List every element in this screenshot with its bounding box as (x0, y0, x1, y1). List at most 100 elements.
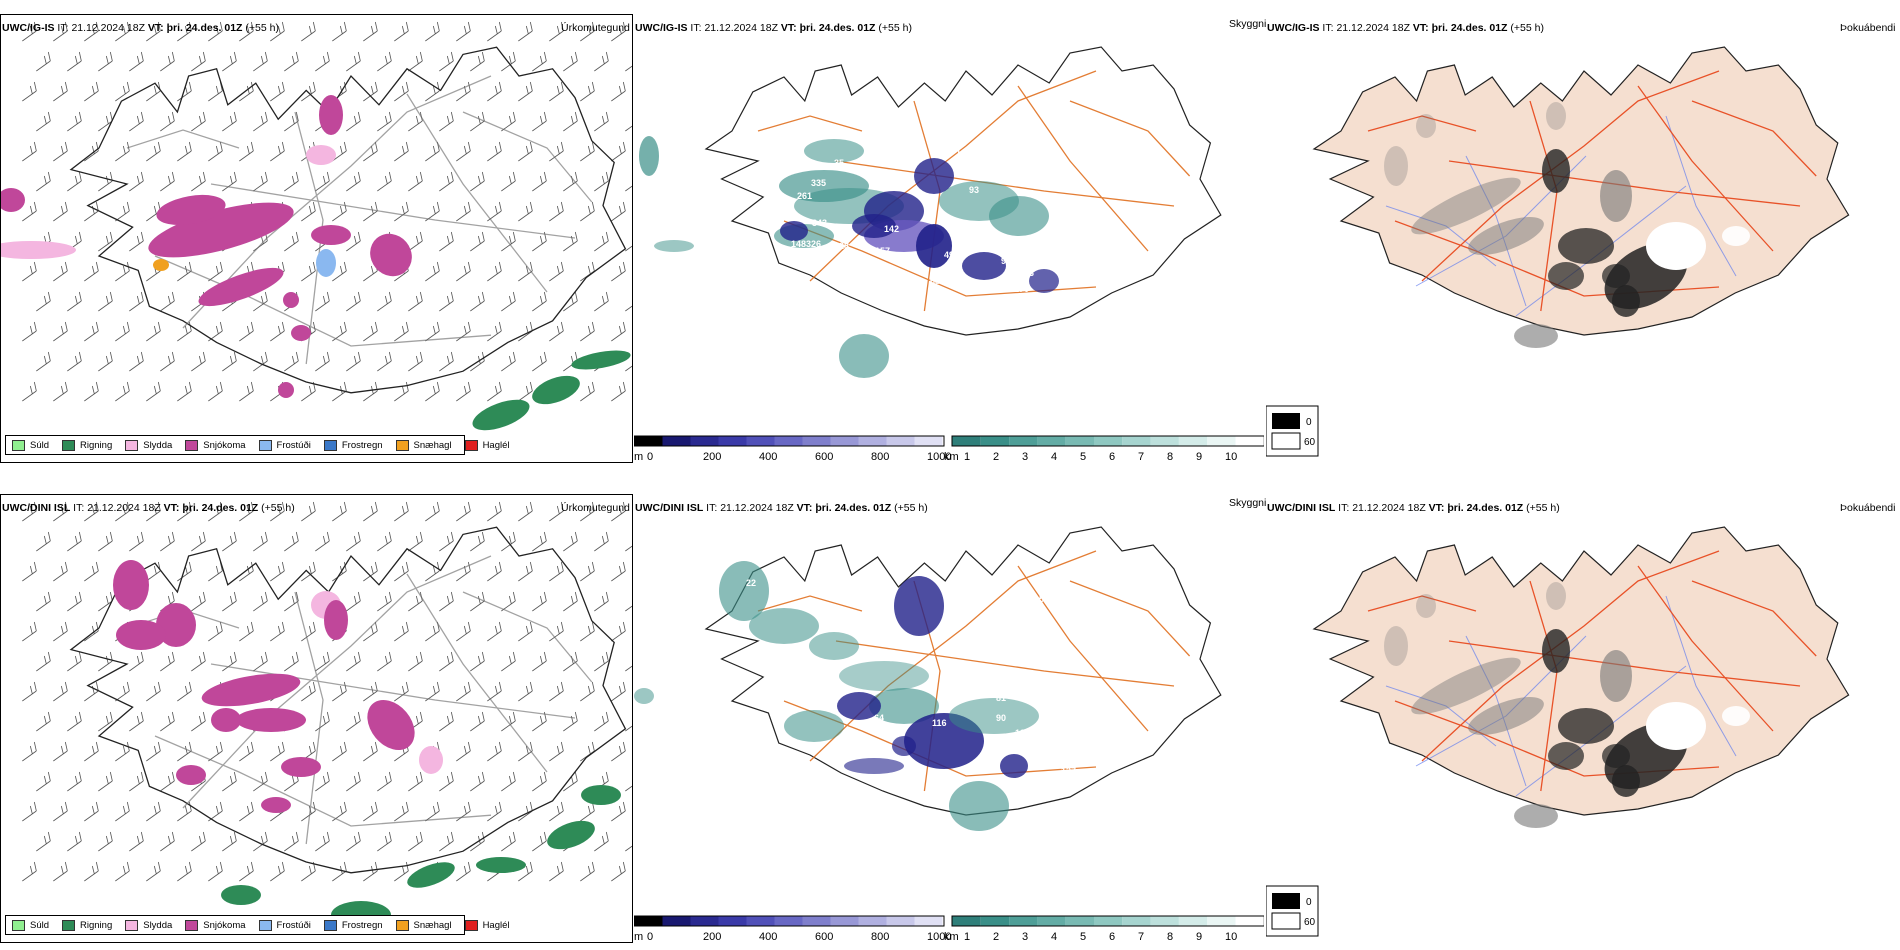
legend-swatch (464, 439, 478, 451)
fog-legend-max: 0 (1306, 897, 1312, 908)
colorbar-tick: 5 (1080, 451, 1086, 460)
visibility-value-label: 98 (934, 852, 944, 862)
colorbar-bin (1094, 916, 1123, 926)
iceland-fog-top (1312, 46, 1850, 336)
legend-swatch (258, 439, 272, 451)
legend-label: Haglél (482, 919, 510, 931)
colorbar-tick: 8 (1167, 451, 1173, 460)
legend-swatch (125, 439, 139, 451)
visibility-value-label: 12 (956, 148, 966, 158)
visibility-value-label: 04 (920, 338, 930, 348)
legend-label: Snæhagl (413, 439, 452, 451)
header-bottom-fog: UWC/DINI ISL IT: 21.12.2024 18Z VT: þri.… (1267, 502, 1560, 514)
visibility-value-label: 501 (1039, 594, 1054, 604)
colorbar-tick: 1000 (927, 931, 951, 940)
colorbar-bin (690, 916, 719, 926)
visibility-value-label: 225 (972, 646, 987, 656)
legend-swatch (185, 919, 199, 931)
visibility-value-label: 121 (863, 266, 878, 276)
legend-item: Snæhagl (395, 439, 452, 451)
legend-label: Haglél (482, 439, 510, 451)
colorbar-bin (1150, 916, 1179, 926)
legend-swatch (395, 439, 409, 451)
colorbar-tick: 400 (759, 451, 777, 460)
legend-label: Slydda (143, 919, 173, 931)
precip-areas-top (1, 95, 631, 431)
fog-legend-bottom: 0 60 (1266, 885, 1319, 937)
colorbar-tick: 1000 (927, 451, 951, 460)
legend-swatch (12, 919, 25, 931)
legend-label: Slydda (143, 439, 173, 451)
colorbar-tick: 200 (703, 451, 721, 460)
legend-swatch (323, 919, 337, 931)
colorbar-bin (690, 436, 719, 446)
legend-item: Frostúði (258, 919, 311, 931)
legend-item: Rigning (62, 919, 113, 931)
colorbar-tick: 400 (759, 931, 777, 940)
legend-label: Snæhagl (413, 919, 452, 931)
legend-item: Rigning (62, 439, 112, 451)
visibility-value-label: 17 (934, 348, 944, 358)
colorbar-tick: 4 (1051, 451, 1057, 460)
model-name: UWC/IG-IS (2, 22, 55, 34)
header-top-vis: UWC/IG-IS IT: 21.12.2024 18Z VT: þri. 24… (635, 22, 912, 34)
colorbar-bin (858, 436, 887, 446)
legend-label: Frostregn (341, 439, 383, 451)
colorbar-bin (830, 916, 859, 926)
colorbar-tick: 10 (1225, 931, 1237, 940)
colorbar-unit: km (944, 451, 959, 460)
legend-swatch (62, 919, 76, 931)
visibility-value-label: 90 (996, 713, 1006, 723)
colorbar-tick: 0 (647, 451, 653, 460)
legend-swatch (62, 439, 76, 451)
colorbar-bin (858, 916, 887, 926)
legend-label: Frostúði (276, 919, 311, 931)
fog-map-top: 0 60 (1266, 46, 1850, 457)
visibility-value-label: 100 (1015, 728, 1030, 738)
visibility-value-label: 35 (834, 158, 844, 168)
visibility-value-label: 141 (969, 688, 984, 698)
colorbar-bin (1122, 916, 1151, 926)
colorbar-tick: 2 (993, 451, 999, 460)
legend-label: Snjókoma (203, 439, 246, 451)
visibility-value-label: 86 (891, 278, 901, 288)
legend-item: Slydda (125, 919, 173, 931)
precip-title-bottom: Úrkomutegund (561, 502, 630, 514)
fog-areas-top (1384, 102, 1750, 348)
legend-label: Súld (30, 439, 50, 451)
legend-label: Súld (30, 919, 50, 931)
legend-label: Rigning (80, 919, 113, 931)
legend-item: Snjókoma (185, 439, 246, 451)
visibility-value-label: 137 (1061, 766, 1076, 776)
fog-title-top: Þokuábendi (1840, 22, 1896, 34)
visibility-areas-top (639, 136, 1059, 378)
colorbar-bin (952, 916, 981, 926)
fog-map-bottom: 0 60 (1266, 526, 1850, 937)
legend-item: Súld (12, 919, 50, 931)
precip-areas-bottom (113, 560, 621, 929)
visibility-value-label: 343 (812, 218, 827, 228)
visibility-value-label: 116 (932, 718, 947, 728)
fog-legend-min: 60 (1304, 917, 1316, 928)
legend-item: Snæhagl (395, 919, 452, 931)
legend-item: Frostregn (323, 439, 383, 451)
fog-title-bottom: Þokuábendi (1840, 502, 1896, 514)
colorbar-bin (746, 436, 775, 446)
header-top-fog: UWC/IG-IS IT: 21.12.2024 18Z VT: þri. 24… (1267, 22, 1544, 34)
colorbar-bin (774, 916, 803, 926)
fog-legend-swatch-max (1272, 413, 1300, 429)
visibility-value-label: 126 (916, 380, 931, 390)
visibility-value-label: 248 (916, 813, 931, 823)
visibility-value-label: 261 (797, 191, 812, 201)
colorbar-tick: 1 (964, 451, 970, 460)
visibility-areas-bottom (634, 561, 1039, 831)
colorbar-bin (774, 436, 803, 446)
legend-swatch (464, 919, 478, 931)
visibility-value-label: 157 (875, 246, 890, 256)
header-bottom-vis: UWC/DINI ISL IT: 21.12.2024 18Z VT: þri.… (635, 502, 928, 514)
road-network-bottom (126, 555, 593, 845)
legend-swatch (323, 439, 337, 451)
visibility-value-label: 335 (811, 178, 826, 188)
visibility-value-label: 112 (1041, 742, 1056, 752)
